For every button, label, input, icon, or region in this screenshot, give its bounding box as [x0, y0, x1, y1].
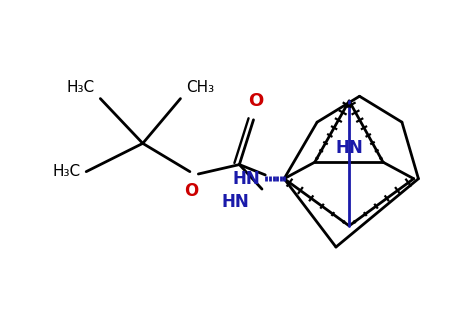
- Text: O: O: [184, 182, 199, 200]
- Text: H₃C: H₃C: [66, 80, 95, 95]
- Text: HN: HN: [221, 193, 249, 211]
- Text: H₃C: H₃C: [53, 164, 81, 179]
- Text: O: O: [248, 92, 264, 110]
- Text: HN: HN: [335, 139, 363, 157]
- Text: HN: HN: [233, 170, 261, 188]
- Text: CH₃: CH₃: [186, 80, 214, 95]
